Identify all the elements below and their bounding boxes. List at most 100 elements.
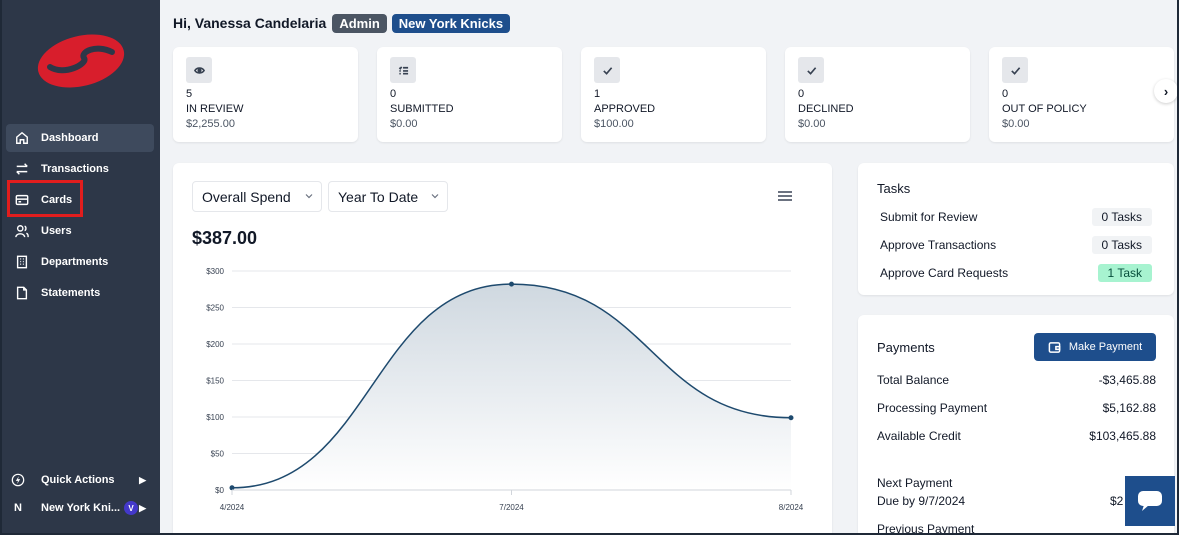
stat-amount: $0.00 xyxy=(390,118,418,130)
sidebar-item-label: Departments xyxy=(41,256,109,268)
chart-menu-icon[interactable] xyxy=(778,191,792,203)
metric-select-value: Overall Spend xyxy=(202,188,291,205)
organization-switcher[interactable]: N New York Kni... V ▶ xyxy=(10,497,150,519)
company-logo xyxy=(37,34,125,88)
due-amount: $2 xyxy=(1110,494,1124,508)
greeting-text: Hi, Vanessa Candelaria xyxy=(173,15,327,31)
bolt-icon xyxy=(10,472,26,488)
sidebar-item-label: Users xyxy=(41,225,72,237)
y-tick-label: $50 xyxy=(211,450,225,459)
task-count-badge: 0 Tasks xyxy=(1091,236,1152,254)
next-stats-button[interactable]: › xyxy=(1154,79,1178,103)
task-label: Approve Transactions xyxy=(880,238,997,252)
sidebar-item-users[interactable]: Users xyxy=(6,217,154,245)
sidebar-item-dashboard[interactable]: Dashboard xyxy=(6,124,154,152)
home-icon xyxy=(14,130,30,146)
chevron-right-icon: › xyxy=(1163,83,1169,99)
list-icon xyxy=(390,57,416,83)
stat-card-submitted[interactable]: 0 SUBMITTED $0.00 xyxy=(377,47,562,142)
sidebar-item-label: Dashboard xyxy=(41,132,99,144)
stat-count: 0 xyxy=(1002,88,1009,100)
stat-count: 0 xyxy=(390,88,397,100)
caret-right-icon: ▶ xyxy=(139,474,146,485)
stat-label: IN REVIEW xyxy=(186,103,244,115)
stat-count: 1 xyxy=(594,88,601,100)
stat-card-in-review[interactable]: 5 IN REVIEW $2,255.00 xyxy=(173,47,358,142)
sidebar: Dashboard Transactions Cards Users Depar… xyxy=(0,0,160,535)
check-icon xyxy=(798,57,824,83)
x-tick-label: 4/2024 xyxy=(220,503,245,512)
period-select-value: Year To Date xyxy=(338,188,419,205)
task-row-approve-card-requests[interactable]: Approve Card Requests 1 Task xyxy=(880,263,1152,283)
area-fill xyxy=(232,284,791,490)
sidebar-item-label: Transactions xyxy=(41,163,109,175)
header-greeting: Hi, Vanessa Candelaria Admin New York Kn… xyxy=(173,12,511,34)
payment-label: Available Credit xyxy=(877,429,961,443)
stat-count: 0 xyxy=(798,88,805,100)
task-label: Approve Card Requests xyxy=(880,266,1009,280)
org-initial: N xyxy=(14,502,22,514)
payment-value: -$3,465.88 xyxy=(1098,373,1156,387)
quick-actions-button[interactable]: Quick Actions ▶ xyxy=(10,469,150,491)
period-select[interactable]: Year To Date xyxy=(328,181,448,212)
stat-label: OUT OF POLICY xyxy=(1002,103,1087,115)
x-tick-label: 7/2024 xyxy=(499,503,524,512)
arrows-icon xyxy=(14,161,30,177)
task-label: Submit for Review xyxy=(880,210,978,224)
payments-title: Payments xyxy=(877,340,935,355)
task-row-submit[interactable]: Submit for Review 0 Tasks xyxy=(880,207,1152,227)
payment-row-available-credit: Available Credit $103,465.88 xyxy=(877,429,1156,443)
due-date: Due by 9/7/2024 xyxy=(877,494,966,508)
check-icon xyxy=(594,57,620,83)
sidebar-item-cards[interactable]: Cards xyxy=(6,186,154,214)
stat-amount: $100.00 xyxy=(594,118,634,130)
building-icon xyxy=(14,254,30,270)
sidebar-item-transactions[interactable]: Transactions xyxy=(6,155,154,183)
sidebar-item-label: Cards xyxy=(41,194,73,206)
stat-card-declined[interactable]: 0 DECLINED $0.00 xyxy=(785,47,970,142)
y-tick-label: $250 xyxy=(206,304,224,313)
payment-value: $5,162.88 xyxy=(1102,401,1156,415)
stat-label: SUBMITTED xyxy=(390,103,454,115)
payment-value: $103,465.88 xyxy=(1089,429,1156,443)
sidebar-item-label: Statements xyxy=(41,287,101,299)
make-payment-button[interactable]: Make Payment xyxy=(1034,333,1156,361)
task-row-approve-transactions[interactable]: Approve Transactions 0 Tasks xyxy=(880,235,1152,255)
y-tick-label: $200 xyxy=(206,340,224,349)
y-tick-label: $300 xyxy=(206,267,224,276)
card-icon xyxy=(14,192,30,208)
stat-card-approved[interactable]: 1 APPROVED $100.00 xyxy=(581,47,766,142)
role-badge: Admin xyxy=(332,13,387,33)
sidebar-item-statements[interactable]: Statements xyxy=(6,279,154,307)
stat-label: APPROVED xyxy=(594,103,656,115)
stat-card-out-of-policy[interactable]: 0 OUT OF POLICY $0.00 xyxy=(989,47,1174,142)
document-icon xyxy=(14,285,30,301)
eye-icon xyxy=(186,57,212,83)
chat-bubble-icon xyxy=(1138,491,1162,511)
payment-row-processing: Processing Payment $5,162.88 xyxy=(877,401,1156,415)
payment-label: Total Balance xyxy=(877,373,950,387)
wallet-icon xyxy=(1048,341,1061,353)
users-icon xyxy=(14,223,30,239)
stat-count: 5 xyxy=(186,88,193,100)
payment-label: Processing Payment xyxy=(877,401,988,415)
stat-amount: $0.00 xyxy=(798,118,826,130)
tasks-card: Tasks Submit for Review 0 Tasks Approve … xyxy=(858,163,1174,295)
tasks-title: Tasks xyxy=(877,181,911,196)
payments-card: Payments Make Payment Total Balance -$3,… xyxy=(858,315,1174,535)
task-count-badge: 0 Tasks xyxy=(1091,208,1152,226)
check-icon xyxy=(1002,57,1028,83)
team-badge: New York Knicks xyxy=(391,13,511,33)
stat-label: DECLINED xyxy=(798,103,854,115)
org-name: New York Kni... xyxy=(41,502,121,514)
user-avatar: V xyxy=(124,501,139,515)
stat-amount: $2,255.00 xyxy=(186,118,235,130)
chat-button[interactable] xyxy=(1125,476,1175,526)
metric-select[interactable]: Overall Spend xyxy=(192,181,322,212)
previous-payment-label: Previous Payment xyxy=(877,522,975,535)
chevron-down-icon xyxy=(431,194,439,199)
caret-right-icon: ▶ xyxy=(139,502,146,513)
make-payment-label: Make Payment xyxy=(1068,341,1143,353)
data-point xyxy=(509,281,514,287)
sidebar-item-departments[interactable]: Departments xyxy=(6,248,154,276)
